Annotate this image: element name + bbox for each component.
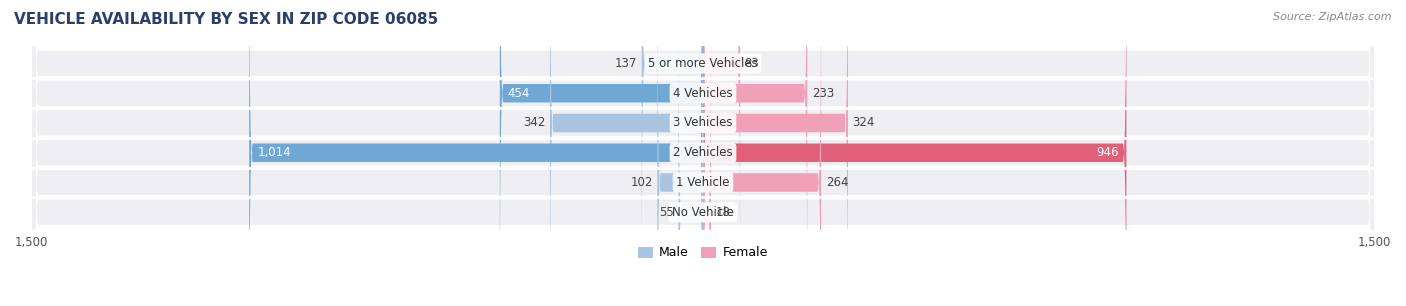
Text: 1,014: 1,014 (257, 146, 291, 159)
Text: 5 or more Vehicles: 5 or more Vehicles (648, 57, 758, 70)
Text: 55: 55 (659, 206, 673, 219)
Text: 233: 233 (811, 87, 834, 100)
Text: 454: 454 (508, 87, 530, 100)
FancyBboxPatch shape (658, 0, 703, 306)
FancyBboxPatch shape (32, 0, 1374, 306)
FancyBboxPatch shape (32, 0, 1374, 306)
FancyBboxPatch shape (678, 0, 703, 306)
FancyBboxPatch shape (703, 0, 848, 306)
Text: 946: 946 (1095, 146, 1118, 159)
FancyBboxPatch shape (32, 0, 1374, 306)
Text: 264: 264 (825, 176, 848, 189)
Text: 137: 137 (614, 57, 637, 70)
FancyBboxPatch shape (499, 0, 703, 306)
Text: Source: ZipAtlas.com: Source: ZipAtlas.com (1274, 12, 1392, 22)
FancyBboxPatch shape (32, 0, 1374, 306)
FancyBboxPatch shape (249, 0, 703, 306)
Text: No Vehicle: No Vehicle (672, 206, 734, 219)
FancyBboxPatch shape (703, 0, 1126, 306)
FancyBboxPatch shape (703, 0, 740, 292)
Text: 2 Vehicles: 2 Vehicles (673, 146, 733, 159)
FancyBboxPatch shape (703, 0, 711, 306)
FancyBboxPatch shape (703, 0, 807, 306)
Text: 342: 342 (523, 117, 546, 129)
FancyBboxPatch shape (32, 0, 1374, 306)
Text: 102: 102 (630, 176, 652, 189)
FancyBboxPatch shape (550, 0, 703, 306)
Text: 324: 324 (852, 117, 875, 129)
Text: 18: 18 (716, 206, 730, 219)
Legend: Male, Female: Male, Female (633, 241, 773, 264)
Text: 4 Vehicles: 4 Vehicles (673, 87, 733, 100)
FancyBboxPatch shape (641, 0, 703, 292)
Text: 83: 83 (745, 57, 759, 70)
Text: 3 Vehicles: 3 Vehicles (673, 117, 733, 129)
Text: 1 Vehicle: 1 Vehicle (676, 176, 730, 189)
FancyBboxPatch shape (703, 0, 821, 306)
Text: VEHICLE AVAILABILITY BY SEX IN ZIP CODE 06085: VEHICLE AVAILABILITY BY SEX IN ZIP CODE … (14, 12, 439, 27)
FancyBboxPatch shape (32, 0, 1374, 306)
